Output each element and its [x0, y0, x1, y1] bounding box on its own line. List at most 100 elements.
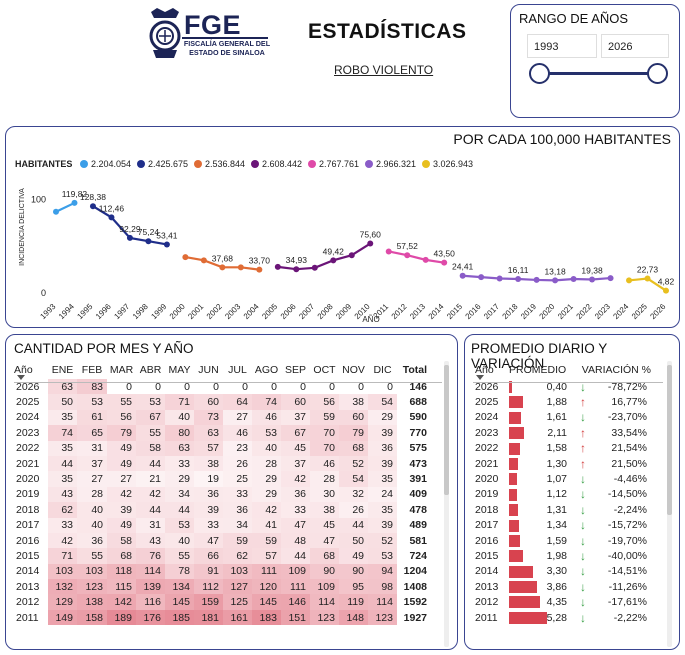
- column-header-month[interactable]: NOV: [342, 364, 365, 376]
- x-tick-label: 1994: [57, 302, 76, 321]
- row-year: 2020: [475, 473, 499, 486]
- x-tick-label: 2025: [630, 302, 649, 321]
- column-header-year[interactable]: Año: [14, 361, 48, 380]
- average-bar-cell: [509, 502, 545, 517]
- column-header-month[interactable]: AGO: [254, 364, 279, 376]
- table-row[interactable]: 2017 33 40 49 31 53 33 34 41 47 45 44 39 489: [14, 517, 431, 533]
- month-cell: 56: [310, 394, 339, 410]
- month-cell: 45: [281, 440, 310, 456]
- row-total: 724: [409, 549, 427, 562]
- table-row[interactable]: 2023 74 65 79 55 80 63 46 53 67 70 79 39 770: [14, 425, 431, 441]
- table-row[interactable]: 2024 35 61 56 67 40 73 27 46 37 59 60 29 590: [14, 409, 431, 426]
- column-header-month[interactable]: FEB: [81, 364, 103, 376]
- year-range-slider-track[interactable]: [539, 72, 657, 75]
- x-tick-label: 2012: [390, 302, 409, 321]
- table-row[interactable]: 2011 149 158 189 176 185 181 161 183 151 123 148 123…: [14, 609, 431, 626]
- monthly-table-scrollbar[interactable]: [444, 361, 449, 647]
- x-tick-label: 1996: [94, 302, 113, 321]
- x-tick-label: 2007: [297, 302, 316, 321]
- x-tick-label: 2004: [242, 302, 261, 321]
- month-cell: 48: [281, 532, 310, 549]
- row-year: 2024: [16, 411, 40, 424]
- daily-table-scrollbar[interactable]: [667, 361, 672, 647]
- table-row[interactable]: 2015 1,98 ↓ -40,00%: [473, 548, 651, 563]
- table-row[interactable]: 2020 1,07 ↓ -4,46%: [473, 471, 651, 486]
- average-bar: [509, 581, 537, 594]
- data-point: [385, 248, 392, 255]
- table-row[interactable]: 2014 3,30 ↓ -14,51%: [473, 564, 651, 579]
- data-label: 24,41: [452, 262, 474, 272]
- column-header-month[interactable]: JUL: [228, 364, 247, 376]
- data-point: [626, 277, 633, 284]
- month-cell: 59: [310, 409, 339, 426]
- month-cell: 0: [300, 380, 306, 393]
- table-row[interactable]: 2013 3,86 ↓ -11,26%: [473, 579, 651, 594]
- table-row[interactable]: 2021 1,30 ↑ 21,50%: [473, 456, 651, 471]
- month-cell: 71: [165, 394, 194, 410]
- month-cell: 0: [329, 380, 335, 393]
- data-label: 128,38: [80, 192, 106, 202]
- table-row[interactable]: 2012 4,35 ↓ -17,61%: [473, 594, 651, 609]
- column-header-month[interactable]: ENE: [51, 364, 74, 376]
- table-row[interactable]: 2018 62 40 39 44 44 39 36 42 33 38 26 35 478: [14, 502, 431, 518]
- table-row[interactable]: 2025 50 53 55 53 71 60 64 74 60 56 38 54 688: [14, 394, 431, 410]
- column-header-month[interactable]: OCT: [313, 364, 336, 376]
- table-row[interactable]: 2020 35 27 27 21 29 19 25 29 42 28 54 35 391: [14, 471, 431, 487]
- column-header-total[interactable]: Total: [402, 364, 427, 376]
- month-cell: 33: [223, 486, 252, 503]
- table-row[interactable]: 2012 129 138 142 116 145 159 125 145 146 114 119 114…: [14, 594, 431, 610]
- table-row[interactable]: 2019 43 28 42 42 34 36 33 29 36 30 32 24 409: [14, 486, 431, 503]
- x-tick-label: 2022: [575, 302, 594, 321]
- legend-marker: [308, 160, 316, 168]
- column-header-month[interactable]: ABR: [139, 364, 162, 376]
- arrow-down-icon: ↓: [580, 410, 586, 425]
- data-label: 4,82: [658, 277, 675, 287]
- start-year-input[interactable]: 1993: [527, 34, 597, 58]
- average-bar-cell: [509, 594, 545, 609]
- month-cell: 161: [223, 609, 252, 626]
- month-cell: 109: [281, 563, 310, 580]
- table-row[interactable]: 2018 1,31 ↓ -2,24%: [473, 502, 651, 517]
- table-row[interactable]: 2011 5,28 ↓ -2,22%: [473, 610, 651, 625]
- table-row[interactable]: 2023 2,11 ↑ 33,54%: [473, 425, 651, 440]
- x-tick-label: 2008: [316, 302, 335, 321]
- data-label: 75,60: [360, 230, 382, 240]
- column-header-year[interactable]: Año: [473, 361, 509, 380]
- table-row[interactable]: 2021 44 37 49 44 33 38 26 28 37 46 52 39 473: [14, 455, 431, 472]
- column-header-average[interactable]: PROMEDIO: [509, 364, 567, 376]
- data-point: [89, 203, 96, 210]
- month-cell: 65: [77, 425, 107, 441]
- column-header-variation[interactable]: VARIACIÓN %: [581, 364, 651, 376]
- column-header-month[interactable]: SEP: [284, 364, 306, 376]
- sort-descending-icon[interactable]: [476, 375, 484, 380]
- crime-type-link[interactable]: ROBO VIOLENTO: [334, 63, 434, 77]
- month-cell: 55: [77, 548, 107, 564]
- table-row[interactable]: 2019 1,12 ↓ -14,50%: [473, 487, 651, 502]
- table-row[interactable]: 2025 1,88 ↑ 16,77%: [473, 394, 651, 409]
- column-header-month[interactable]: JUN: [198, 364, 219, 376]
- data-point: [311, 264, 318, 271]
- table-row[interactable]: 2016 1,59 ↓ -19,70%: [473, 533, 651, 548]
- month-cell: 123: [368, 609, 397, 626]
- start-year-handle[interactable]: [529, 63, 550, 84]
- table-row[interactable]: 2014 103 103 118 114 78 91 103 111 109 90 90 94 1204: [14, 563, 431, 580]
- end-year-handle[interactable]: [647, 63, 668, 84]
- table-row[interactable]: 2016 42 36 58 43 40 47 59 59 48 47 50 52 581: [14, 532, 431, 549]
- average-bar-cell: [509, 487, 545, 502]
- x-tick-label: 1999: [149, 302, 168, 321]
- table-row[interactable]: 2024 1,61 ↓ -23,70%: [473, 410, 651, 425]
- month-cell: 53: [165, 517, 194, 533]
- table-row[interactable]: 2017 1,34 ↓ -15,72%: [473, 518, 651, 533]
- month-cell: 145: [165, 594, 194, 610]
- end-year-input[interactable]: 2026: [601, 34, 669, 58]
- table-row[interactable]: 2026 0,40 ↓ -78,72%: [473, 379, 651, 394]
- table-row[interactable]: 2013 132 123 115 139 134 112 127 120 111 109 95 98 14…: [14, 579, 431, 595]
- column-header-month[interactable]: MAR: [109, 364, 134, 376]
- table-row[interactable]: 2022 1,58 ↑ 21,54%: [473, 441, 651, 456]
- column-header-month[interactable]: MAY: [168, 364, 191, 376]
- table-row[interactable]: 2015 71 55 68 76 55 66 62 57 44 68 49 53 724: [14, 548, 431, 564]
- x-tick-label: 2002: [205, 302, 224, 321]
- column-header-month[interactable]: DIC: [373, 364, 392, 376]
- table-row[interactable]: 2022 35 31 49 58 63 57 23 40 45 70 68 36 575: [14, 440, 431, 456]
- sort-descending-icon[interactable]: [17, 375, 25, 380]
